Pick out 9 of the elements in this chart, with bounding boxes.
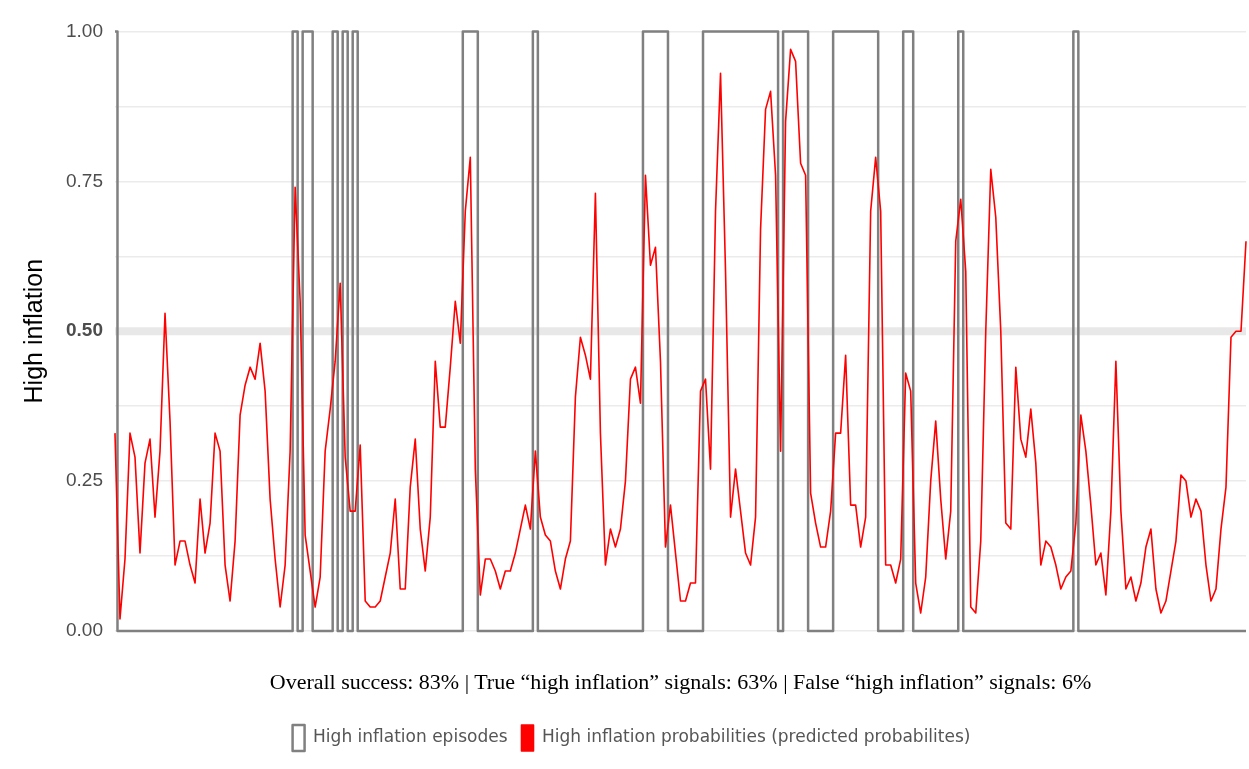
y-tick-label: 0.75 bbox=[66, 169, 103, 191]
y-tick-label: 0.00 bbox=[66, 619, 103, 641]
y-tick-label: 1.00 bbox=[66, 19, 103, 41]
legend-label: High inflation probabilities (predicted probabilites) bbox=[541, 726, 971, 747]
y-axis-title: High inflation bbox=[18, 258, 47, 404]
text: Overall success: 83% | True “high inflation” signals: 63% | False “high inflation” signals: 6% bbox=[269, 668, 1092, 694]
legend-label: High inflation episodes bbox=[313, 726, 508, 747]
y-tick-label: 0.25 bbox=[66, 469, 103, 491]
y-tick-label: 0.50 bbox=[66, 319, 103, 341]
